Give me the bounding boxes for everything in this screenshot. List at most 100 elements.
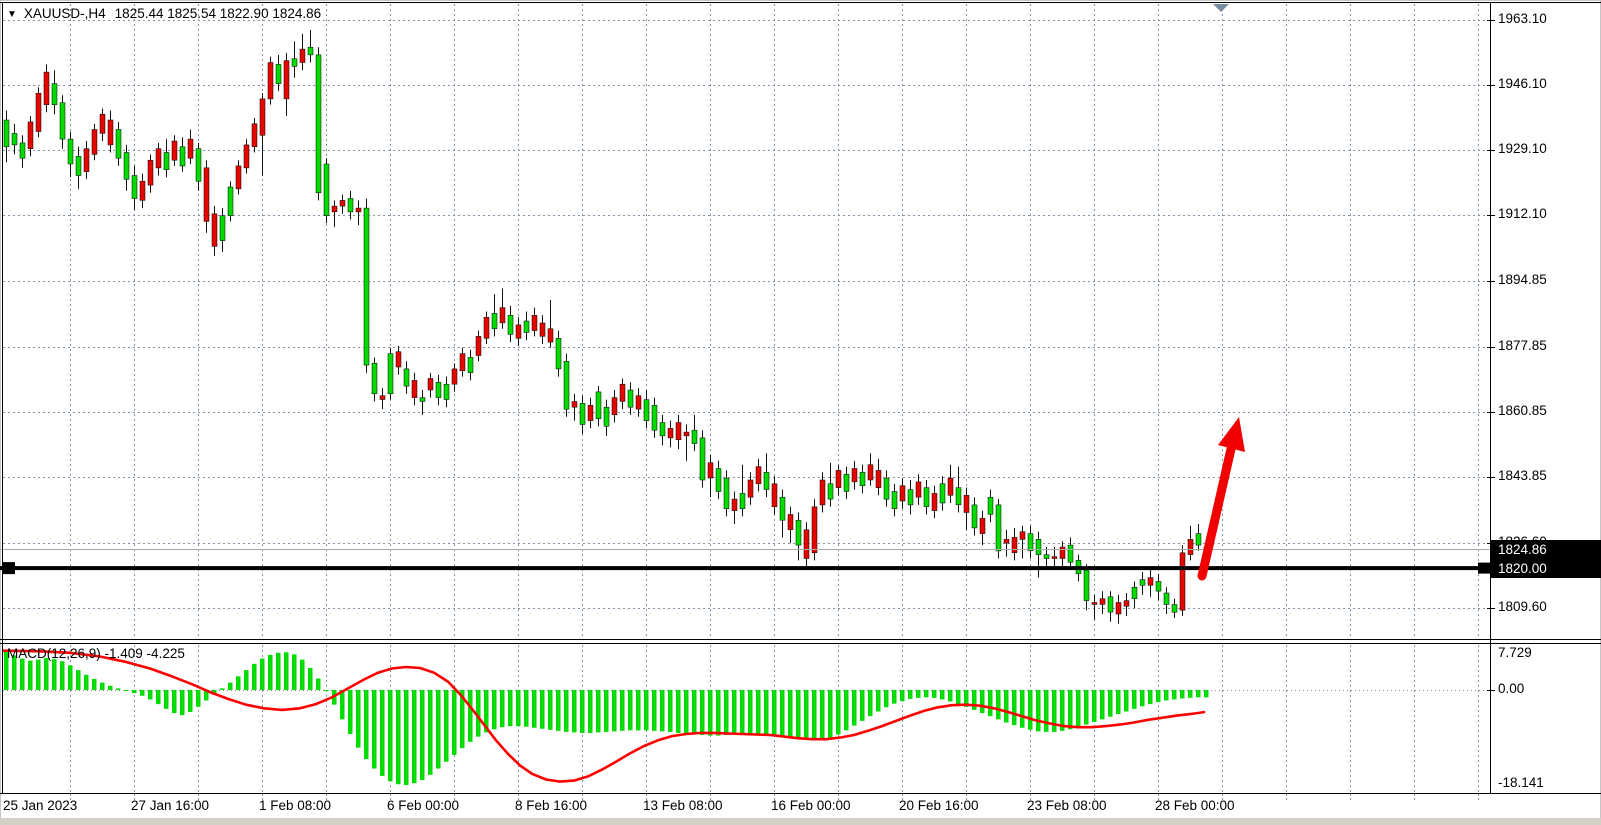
- macd-histogram-bar: [484, 690, 489, 733]
- macd-histogram-bar: [492, 690, 497, 730]
- candle-body: [835, 470, 842, 488]
- macd-histogram-bar: [52, 659, 57, 690]
- macd-histogram-bar: [732, 690, 737, 735]
- macd-histogram-bar: [788, 690, 793, 738]
- macd-histogram-bar: [404, 690, 409, 785]
- horizontal-line-1820[interactable]: [0, 566, 1490, 571]
- macd-histogram-bar: [1188, 690, 1193, 698]
- time-tick-label: 27 Jan 16:00: [131, 798, 210, 813]
- macd-histogram-bar: [556, 690, 561, 731]
- trend-arrow-shaft[interactable]: [1197, 444, 1236, 581]
- candle-body: [419, 397, 426, 402]
- candle-body: [99, 113, 106, 134]
- macd-histogram-bar: [188, 690, 193, 712]
- macd-histogram-bar: [1204, 690, 1209, 698]
- hline-price-box: 1820.00: [1491, 559, 1601, 578]
- time-tick-label: 25 Jan 2023: [3, 798, 78, 813]
- candle-body: [931, 493, 938, 511]
- candle-body: [787, 514, 794, 531]
- macd-histogram-bar: [476, 690, 481, 737]
- price-scale-border: [1490, 2, 1491, 793]
- time-tick-label: 13 Feb 08:00: [643, 798, 723, 813]
- macd-histogram-bar: [532, 690, 537, 728]
- time-tick-label: 23 Feb 08:00: [1027, 798, 1107, 813]
- macd-histogram-bar: [308, 668, 313, 690]
- macd-histogram-bar: [812, 690, 817, 741]
- candle-body: [1163, 592, 1170, 605]
- left-border: [2, 2, 3, 793]
- candle-body: [339, 200, 346, 207]
- price-tick-label: 1929.10: [1498, 141, 1547, 156]
- candle-body: [435, 382, 442, 398]
- candle-body: [747, 479, 754, 498]
- candle-body: [651, 405, 658, 431]
- candle-body: [443, 383, 450, 400]
- symbol-label: XAUUSD-,H4: [23, 6, 106, 21]
- candle-body: [275, 64, 282, 84]
- candle-body: [243, 144, 250, 169]
- candle-body: [803, 529, 810, 559]
- macd-histogram-bar: [564, 690, 569, 732]
- candle-body: [587, 405, 594, 421]
- candle-body: [1059, 546, 1066, 559]
- candle-body: [723, 477, 730, 509]
- candle-body: [331, 205, 338, 213]
- macd-histogram-bar: [908, 690, 913, 699]
- macd-histogram-bar: [660, 690, 665, 732]
- time-scale[interactable]: 25 Jan 2023 27 Jan 16:00 1 Feb 08:00 6 Feb …: [0, 796, 1490, 820]
- macd-histogram-bar: [356, 690, 361, 748]
- candle-body: [891, 491, 898, 509]
- panel-separator-bottom: [0, 643, 1601, 644]
- macd-histogram-bar: [12, 655, 17, 690]
- candle-body: [219, 215, 226, 241]
- candle-body: [779, 496, 786, 521]
- candle-body: [1027, 533, 1034, 552]
- macd-histogram-bar: [236, 676, 241, 690]
- candle-body: [771, 483, 778, 508]
- candle-body: [163, 152, 170, 170]
- candle-body: [387, 353, 394, 395]
- price-tick-label: 1809.60: [1498, 599, 1547, 614]
- macd-histogram-bar: [124, 690, 129, 692]
- macd-histogram-bar: [612, 690, 617, 732]
- macd-histogram-bar: [900, 690, 905, 701]
- time-tick-label: 16 Feb 00:00: [771, 798, 851, 813]
- macd-histogram-bar: [1164, 690, 1169, 701]
- symbol-dropdown-icon[interactable]: ▼: [7, 9, 17, 20]
- candle-body: [19, 142, 26, 159]
- candle-body: [1051, 556, 1058, 559]
- trend-arrow-head[interactable]: [1218, 417, 1245, 452]
- candle-body: [323, 163, 330, 216]
- macd-histogram-bar: [452, 690, 457, 755]
- macd-histogram-bar: [940, 690, 945, 700]
- macd-histogram-bar: [28, 660, 33, 690]
- hline-right-anchor[interactable]: [1478, 562, 1491, 574]
- macd-histogram-bar: [844, 690, 849, 731]
- hline-left-anchor[interactable]: [3, 562, 15, 575]
- macd-signal-line: [2, 649, 1206, 783]
- price-tick-label: 1946.10: [1498, 76, 1547, 91]
- macd-histogram-bar: [60, 661, 65, 690]
- price-tick-label: 1912.10: [1498, 206, 1547, 221]
- macd-histogram-bar: [508, 690, 513, 727]
- candle-body: [347, 198, 354, 213]
- macd-scale[interactable]: 7.729 0.00 -18.141: [1491, 643, 1601, 793]
- macd-histogram-bar: [572, 690, 577, 733]
- candle-body: [827, 483, 834, 500]
- candle-body: [187, 138, 194, 159]
- macd-histogram-bar: [212, 690, 217, 695]
- candle-body: [1131, 586, 1138, 599]
- macd-histogram-bar: [260, 658, 265, 690]
- macd-histogram-bar: [388, 690, 393, 782]
- candle-body: [299, 48, 306, 63]
- macd-histogram-bar: [100, 682, 105, 690]
- candle-body: [363, 207, 370, 366]
- macd-histogram-bar: [836, 690, 841, 735]
- candle-body: [475, 336, 482, 356]
- candle-body: [811, 506, 818, 554]
- candle-body: [675, 422, 682, 440]
- candle-body: [307, 46, 314, 56]
- candle-body: [1107, 596, 1114, 613]
- macd-histogram-bar: [948, 690, 953, 702]
